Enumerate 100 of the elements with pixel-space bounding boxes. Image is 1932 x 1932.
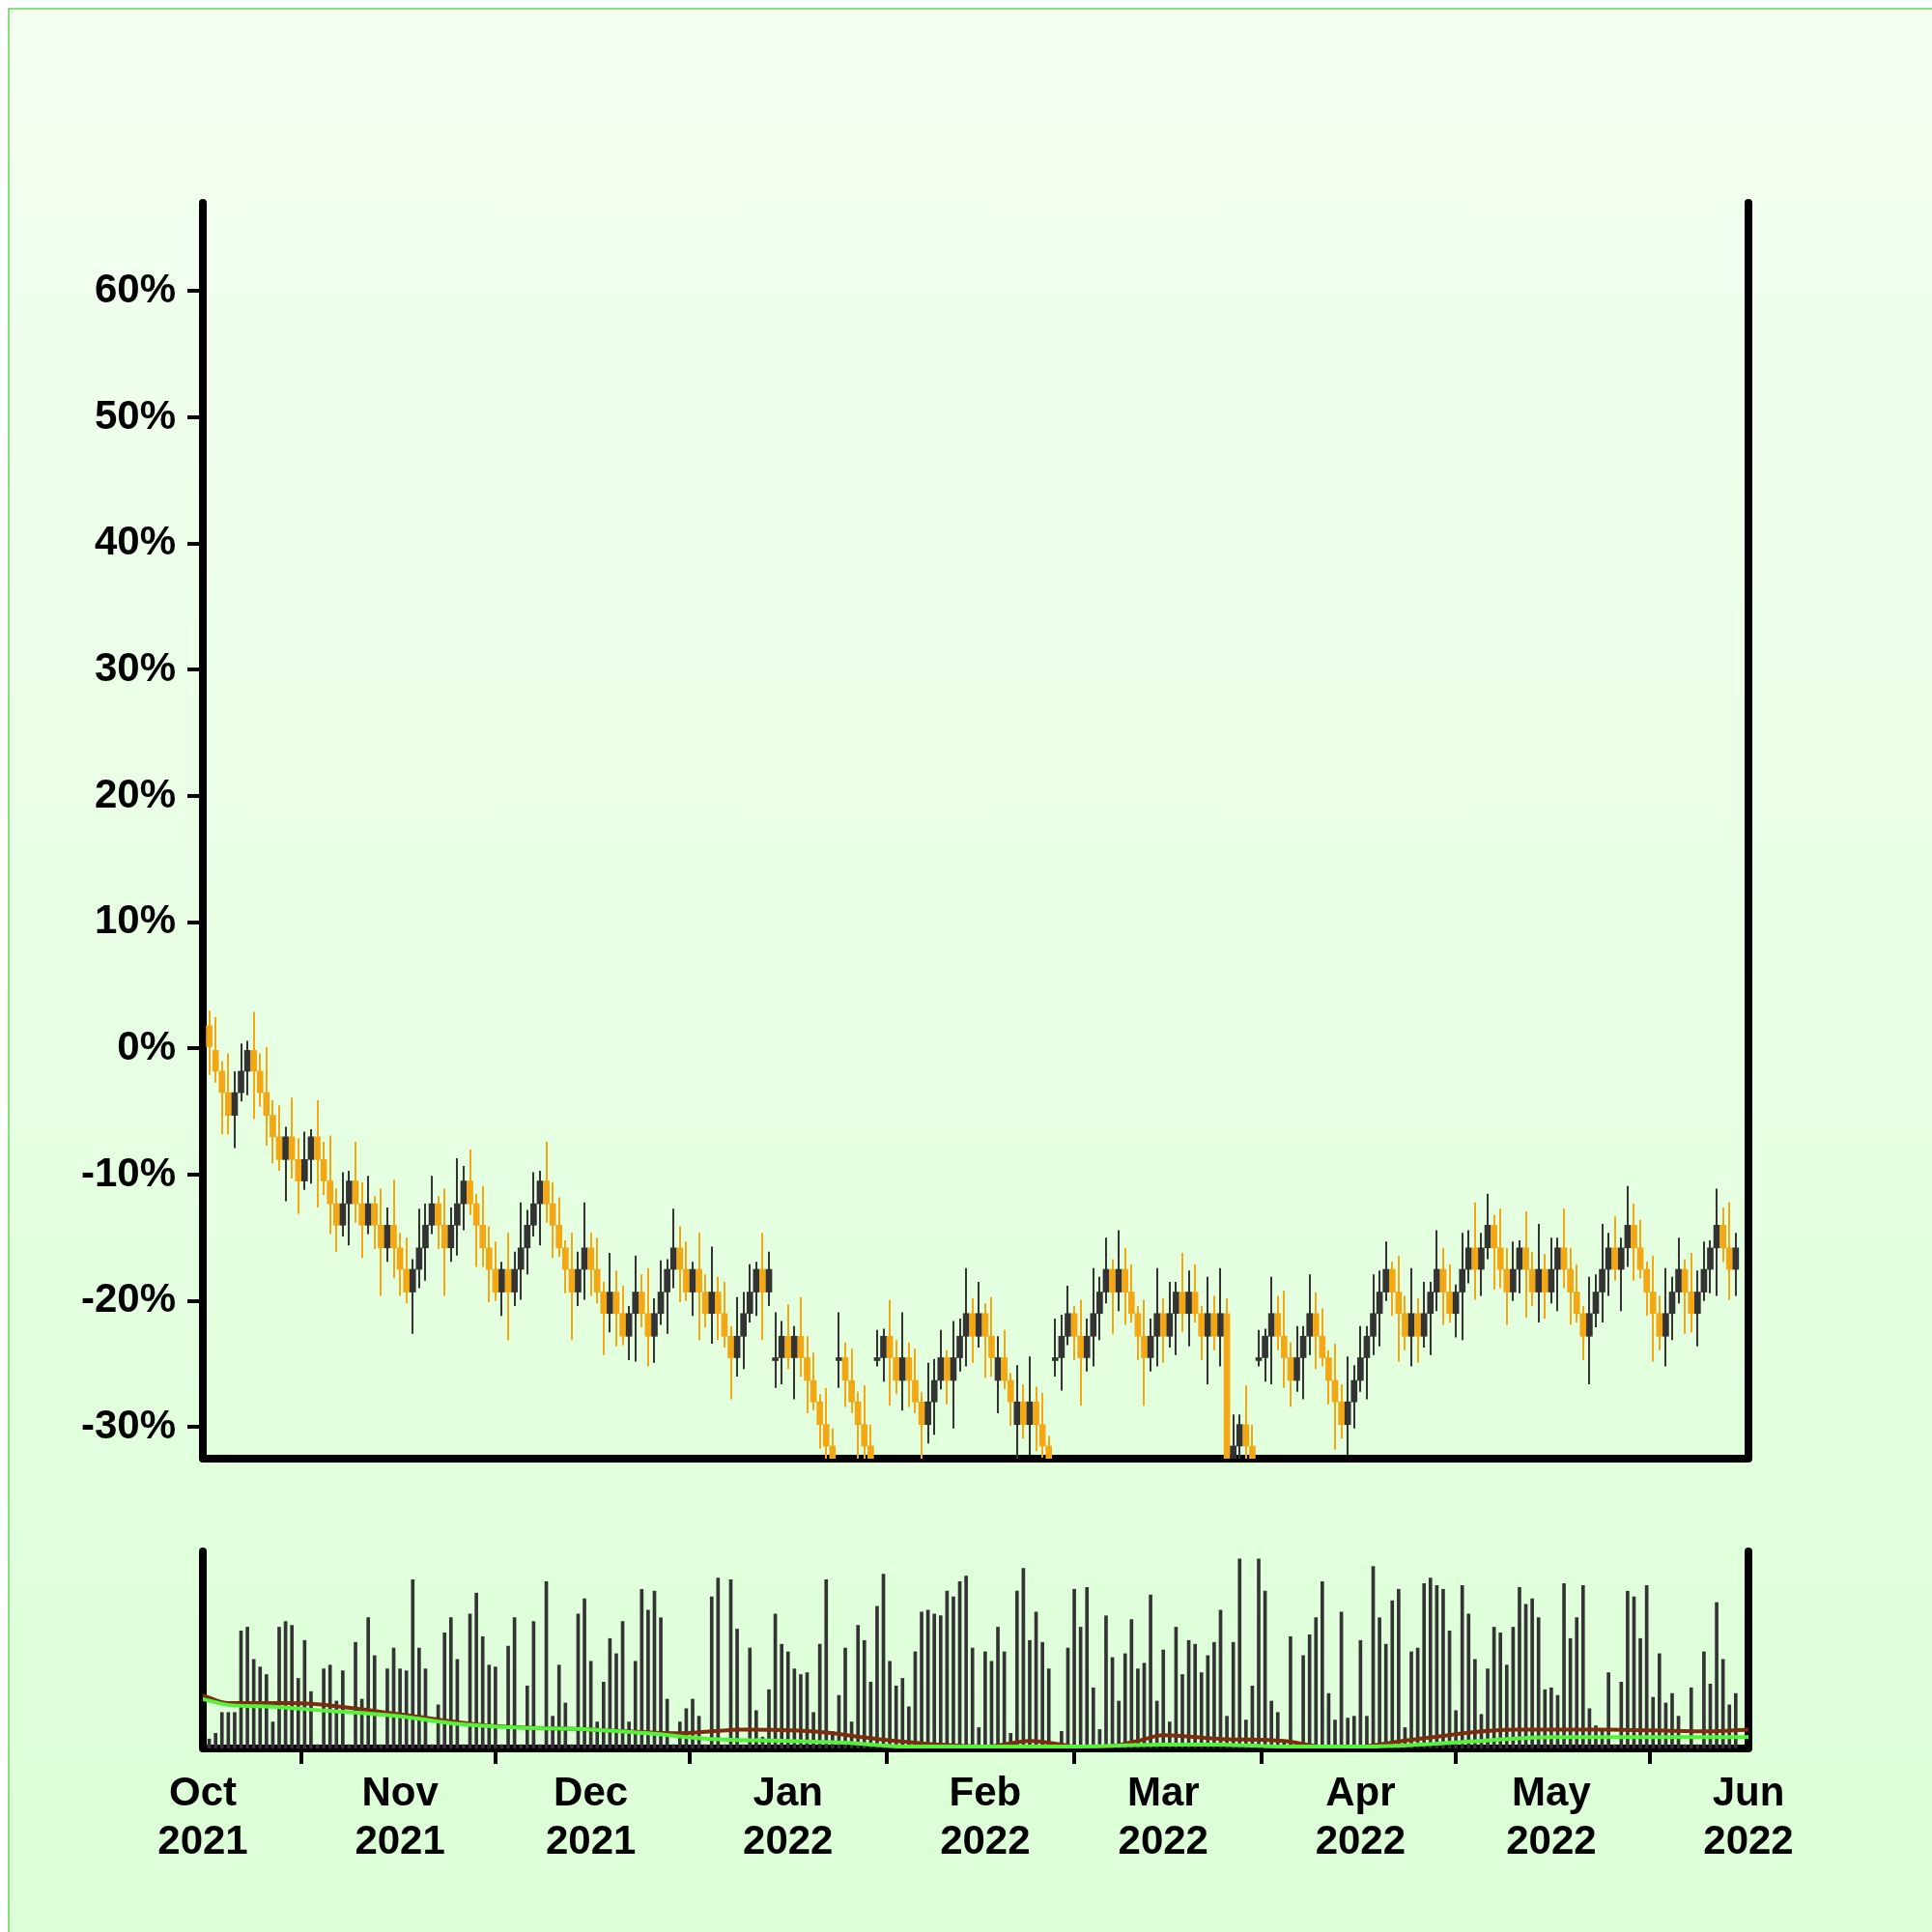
bar bbox=[1409, 1651, 1413, 1748]
bar bbox=[474, 1592, 478, 1748]
candlestick bbox=[1007, 1372, 1014, 1428]
bar bbox=[519, 1744, 524, 1748]
candlestick bbox=[784, 1303, 792, 1371]
bar bbox=[258, 1666, 263, 1748]
bar bbox=[601, 1682, 606, 1748]
bar bbox=[659, 1617, 663, 1748]
y-tick-label: 60% bbox=[94, 266, 176, 312]
bar bbox=[213, 1732, 217, 1748]
bar bbox=[633, 1661, 638, 1748]
bar bbox=[1212, 1641, 1216, 1748]
bar bbox=[219, 1712, 224, 1748]
bar bbox=[1543, 1689, 1548, 1748]
bar bbox=[556, 1664, 561, 1748]
bar bbox=[1193, 1643, 1197, 1748]
bar bbox=[1486, 1668, 1490, 1748]
bar bbox=[430, 1744, 434, 1748]
bar bbox=[1473, 1659, 1477, 1748]
y-tick-label: 30% bbox=[94, 644, 176, 690]
bar bbox=[735, 1629, 739, 1748]
candlestick bbox=[1605, 1232, 1612, 1297]
bar bbox=[570, 1744, 574, 1748]
x-tick-label: Feb 2022 bbox=[940, 1768, 1031, 1863]
bar bbox=[671, 1744, 676, 1748]
x-tick-label: Jan 2022 bbox=[743, 1768, 834, 1863]
bar bbox=[799, 1674, 803, 1748]
candlestick bbox=[250, 1010, 258, 1121]
bar bbox=[1441, 1588, 1445, 1748]
bar bbox=[411, 1579, 415, 1748]
bar bbox=[538, 1744, 542, 1748]
bar bbox=[582, 1598, 586, 1748]
x-tick-label: Mar 2022 bbox=[1118, 1768, 1208, 1863]
y-tick-label: 50% bbox=[94, 391, 176, 438]
candlestick bbox=[1554, 1236, 1561, 1313]
bar bbox=[1575, 1617, 1579, 1748]
candlestick bbox=[1249, 1423, 1256, 1459]
bar bbox=[1129, 1619, 1134, 1748]
bar bbox=[1390, 1600, 1395, 1748]
bar bbox=[1383, 1643, 1388, 1748]
candlestick bbox=[1732, 1232, 1740, 1297]
bar bbox=[442, 1633, 447, 1748]
bar bbox=[487, 1664, 492, 1748]
bar bbox=[1638, 1637, 1642, 1748]
bar bbox=[875, 1605, 879, 1748]
candlestick bbox=[1522, 1209, 1529, 1319]
y-tick-label: 10% bbox=[94, 896, 176, 943]
bar bbox=[1466, 1613, 1471, 1748]
bar bbox=[741, 1744, 746, 1748]
candlestick bbox=[669, 1208, 677, 1290]
bar bbox=[1657, 1653, 1662, 1748]
bar bbox=[1180, 1674, 1184, 1748]
bar bbox=[245, 1627, 249, 1748]
bar bbox=[1626, 1590, 1630, 1748]
bar bbox=[1606, 1672, 1610, 1748]
bar bbox=[703, 1744, 707, 1748]
bar bbox=[614, 1653, 618, 1748]
y-tick-label: -30% bbox=[80, 1401, 176, 1447]
y-tick-label: 20% bbox=[94, 770, 176, 816]
x-tick-label: Dec 2021 bbox=[545, 1768, 637, 1863]
candlestick bbox=[708, 1245, 716, 1346]
x-tick-label: Jun 2022 bbox=[1703, 1768, 1794, 1863]
candlestick bbox=[238, 1042, 244, 1103]
bar bbox=[1199, 1672, 1204, 1748]
candlestick bbox=[1236, 1413, 1243, 1459]
y-tick-label: 0% bbox=[117, 1022, 176, 1068]
candlestick bbox=[1464, 1229, 1472, 1285]
bar bbox=[824, 1579, 829, 1748]
bar bbox=[309, 1690, 313, 1748]
bar bbox=[646, 1609, 650, 1748]
bar bbox=[494, 1666, 497, 1748]
candlestick bbox=[1242, 1384, 1250, 1459]
candlestick bbox=[1179, 1252, 1186, 1334]
candlestick bbox=[1560, 1208, 1568, 1290]
candlestick bbox=[607, 1252, 613, 1334]
bar bbox=[1715, 1602, 1719, 1748]
bar bbox=[448, 1617, 453, 1748]
bar bbox=[843, 1647, 847, 1748]
bar bbox=[1422, 1583, 1427, 1748]
candlestick bbox=[791, 1324, 798, 1401]
bar bbox=[354, 1641, 357, 1748]
bar bbox=[723, 1744, 726, 1748]
bar bbox=[862, 1639, 867, 1748]
candlestick bbox=[332, 1187, 340, 1253]
candlestick bbox=[364, 1175, 372, 1236]
bar bbox=[462, 1744, 466, 1748]
bar bbox=[290, 1625, 295, 1748]
bar bbox=[1117, 1700, 1121, 1748]
bar bbox=[1536, 1617, 1541, 1748]
candlestick bbox=[256, 1052, 264, 1108]
bar bbox=[1428, 1577, 1433, 1748]
candlestick bbox=[1230, 1413, 1236, 1459]
bar bbox=[1206, 1655, 1210, 1748]
candlestick bbox=[587, 1232, 594, 1297]
bar bbox=[233, 1712, 237, 1748]
bar bbox=[785, 1651, 790, 1748]
candlestick bbox=[218, 1060, 226, 1136]
y-tick-label: 40% bbox=[94, 518, 176, 564]
candlestick bbox=[339, 1171, 347, 1238]
bar bbox=[639, 1588, 644, 1748]
